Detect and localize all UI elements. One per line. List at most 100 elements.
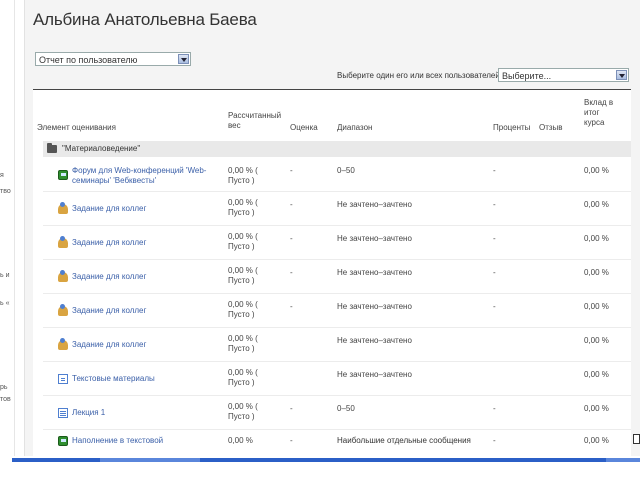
grade-item-link[interactable]: Текстовые материалы	[72, 374, 155, 383]
range-cell: Не зачтено–зачтено	[337, 200, 412, 209]
user-select-value: Выберите...	[502, 71, 552, 81]
weight-cell: 0,00 %	[228, 436, 253, 445]
contribution-cell: 0,00 %	[584, 370, 609, 379]
taskbar-button[interactable]	[100, 458, 200, 462]
contribution-cell: 0,00 %	[584, 436, 609, 445]
column-header-grade: Оценка	[290, 123, 318, 132]
grade-item-link[interactable]: Задание для коллег	[72, 204, 147, 213]
percent-cell: -	[493, 302, 496, 311]
table-row: Задание для коллег 0,00 % ( Пусто ) - Не…	[43, 294, 631, 328]
table-row: Текстовые материалы 0,00 % ( Пусто ) Не …	[43, 362, 631, 396]
sidebar-fragment: ь и	[0, 272, 10, 279]
system-tray[interactable]	[606, 458, 640, 462]
table-row: Форум для Web-конференций 'Web-семинары'…	[43, 158, 631, 192]
percent-cell: -	[493, 234, 496, 243]
left-sidebar-edge	[0, 0, 15, 456]
sidebar-fragment: тво	[0, 188, 11, 195]
weight-cell: 0,00 % ( Пусто )	[228, 166, 258, 185]
range-cell: Не зачтено–зачтено	[337, 268, 412, 277]
weight-cell: 0,00 % ( Пусто )	[228, 402, 258, 421]
sidebar-fragment: тов	[0, 396, 11, 403]
contribution-cell: 0,00 %	[584, 302, 609, 311]
weight-cell: 0,00 % ( Пусто )	[228, 368, 258, 387]
grade-cell: -	[290, 200, 293, 209]
range-cell: Не зачтено–зачтено	[337, 370, 412, 379]
grade-cell: -	[290, 268, 293, 277]
percent-cell: -	[493, 200, 496, 209]
range-cell: Не зачтено–зачтено	[337, 302, 412, 311]
grade-cell: -	[290, 436, 293, 445]
sidebar-fragment: я	[0, 172, 4, 179]
range-cell: Не зачтено–зачтено	[337, 234, 412, 243]
sidebar-fragment: ь «	[0, 300, 10, 307]
grade-item-link[interactable]: Задание для коллег	[72, 272, 147, 281]
taskbar-strip	[12, 458, 640, 462]
taskbar	[0, 456, 640, 480]
contribution-cell: 0,00 %	[584, 404, 609, 413]
assignment-icon	[58, 304, 68, 316]
grade-item-link[interactable]: Задание для коллег	[72, 238, 147, 247]
column-header-range: Диапазон	[337, 123, 373, 132]
range-cell: 0–50	[337, 166, 355, 175]
folder-icon	[47, 143, 57, 153]
category-label: "Материаловедение"	[62, 144, 141, 153]
weight-cell: 0,00 % ( Пусто )	[228, 198, 258, 217]
chevron-down-icon[interactable]	[178, 54, 189, 64]
category-row: "Материаловедение"	[43, 141, 631, 157]
assignment-icon	[58, 236, 68, 248]
report-type-select[interactable]: Отчет по пользователю	[35, 52, 191, 66]
contribution-cell: 0,00 %	[584, 336, 609, 345]
grade-cell: -	[290, 302, 293, 311]
grade-cell: -	[290, 166, 293, 175]
main-content: Альбина Анатольевна Баева Отчет по польз…	[24, 0, 640, 457]
grade-item-link[interactable]: Задание для коллег	[72, 340, 147, 349]
lecture-icon	[58, 408, 68, 418]
contribution-cell: 0,00 %	[584, 268, 609, 277]
percent-cell: -	[493, 166, 496, 175]
grade-item-link[interactable]: Наполнение в текстовой	[72, 436, 164, 445]
assignment-icon	[58, 270, 68, 282]
contribution-cell: 0,00 %	[584, 234, 609, 243]
range-cell: Наибольшие отдельные сообщения	[337, 436, 471, 445]
forum-icon	[58, 170, 68, 180]
column-header-weight: Рассчитанный вес	[228, 111, 282, 130]
column-header-item: Элемент оценивания	[37, 123, 116, 132]
range-cell: Не зачтено–зачтено	[337, 336, 412, 345]
grade-item-link[interactable]: Форум для Web-конференций 'Web-семинары'…	[72, 166, 207, 185]
chevron-down-icon[interactable]	[616, 70, 627, 80]
weight-cell: 0,00 % ( Пусто )	[228, 334, 258, 353]
percent-cell: -	[493, 404, 496, 413]
weight-cell: 0,00 % ( Пусто )	[228, 300, 258, 319]
range-cell: 0–50	[337, 404, 355, 413]
report-type-value: Отчет по пользователю	[39, 55, 138, 65]
grade-cell: -	[290, 404, 293, 413]
table-row: Задание для коллег 0,00 % ( Пусто ) - Не…	[43, 260, 631, 294]
table-row: Лекция 1 0,00 % ( Пусто ) - 0–50 - 0,00 …	[43, 396, 631, 430]
page-icon	[58, 374, 68, 384]
table-row: Задание для коллег 0,00 % ( Пусто ) - Не…	[43, 192, 631, 226]
table-row: Задание для коллег 0,00 % ( Пусто ) - Не…	[43, 226, 631, 260]
grade-table: Элемент оценивания Рассчитанный вес Оцен…	[33, 89, 631, 457]
grade-item-link[interactable]: Лекция 1	[72, 408, 106, 417]
assignment-icon	[58, 338, 68, 350]
percent-cell: -	[493, 268, 496, 277]
user-select-label: Выберите один его или всех пользователей	[337, 71, 500, 80]
table-row: Наполнение в текстовой 0,00 % - Наибольш…	[43, 430, 631, 457]
grade-item-link[interactable]: Задание для коллег	[72, 306, 147, 315]
assignment-icon	[58, 202, 68, 214]
contribution-cell: 0,00 %	[584, 200, 609, 209]
sidebar-fragment: рь	[0, 384, 8, 391]
weight-cell: 0,00 % ( Пусто )	[228, 266, 258, 285]
forum-icon	[58, 436, 68, 446]
contribution-cell: 0,00 %	[584, 166, 609, 175]
percent-cell: -	[493, 436, 496, 445]
column-header-contribution: Вклад в итог курса	[584, 98, 614, 127]
column-header-feedback: Отзыв	[539, 123, 563, 132]
page-title: Альбина Анатольевна Баева	[33, 10, 257, 29]
grade-cell: -	[290, 234, 293, 243]
user-select[interactable]: Выберите...	[498, 68, 629, 82]
table-row: Задание для коллег 0,00 % ( Пусто ) Не з…	[43, 328, 631, 362]
scroll-corner[interactable]	[633, 434, 640, 444]
weight-cell: 0,00 % ( Пусто )	[228, 232, 258, 251]
column-header-percent: Проценты	[493, 123, 531, 132]
